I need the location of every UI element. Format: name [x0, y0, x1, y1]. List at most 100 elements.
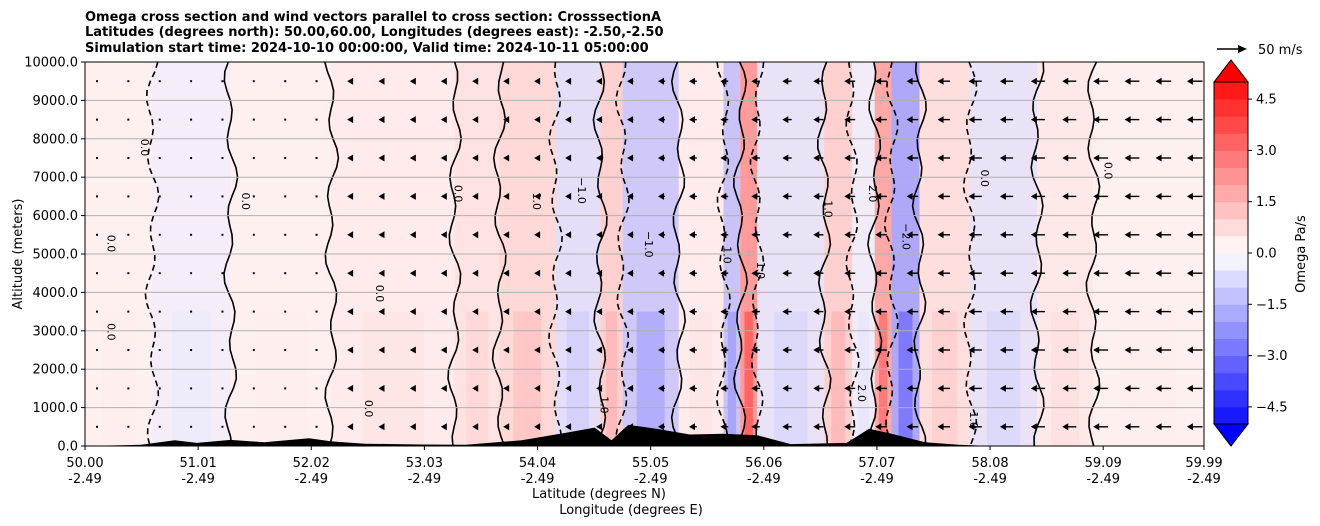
wind-vector: [96, 387, 98, 390]
wind-vector: [284, 118, 287, 121]
wind-vector: [1093, 423, 1109, 431]
wind-vector: [284, 80, 287, 83]
wind-vector: [968, 346, 982, 354]
omega-band-core: [744, 311, 753, 446]
wind-vector: [689, 192, 697, 200]
wind-vector: [906, 116, 919, 124]
wind-vector: [1030, 269, 1045, 277]
colorbar-tick-label: −3.0: [1256, 349, 1288, 364]
contour-line: [614, 62, 630, 446]
wind-vector: [844, 269, 856, 277]
contour-label: 1.0: [597, 396, 610, 414]
colorbar: −4.5 −3.0 −1.5 0.0 1.5 3.0 4.5: [1212, 59, 1288, 447]
wind-vector: [440, 269, 447, 277]
wind-vector: [472, 346, 479, 354]
y-tick-label: 9000.0: [33, 94, 79, 109]
omega-band-core: [171, 311, 212, 446]
wind-vector: [534, 423, 541, 431]
colorbar-level: [1214, 406, 1248, 425]
wind-vector: [782, 77, 792, 85]
wind-vector: [190, 233, 193, 236]
contour-labels: 0.0 0.0 0.0 0.0 0.0 1.0 −1.0 −1.0 1.0 1.0 1.0 2.0 −2…: [104, 139, 1114, 429]
colorbar-tick-label: 0.0: [1256, 247, 1277, 262]
wind-vector: [252, 233, 255, 236]
x-tick-label-lon: -2.49: [294, 472, 328, 487]
wind-vector: [158, 157, 161, 159]
y-axis: 0.0 1000.0 2000.0 3000.0 4000.0 5000.0 6000.0 7…: [24, 56, 85, 455]
wind-vector: [999, 423, 1014, 431]
wind-vector: [503, 308, 510, 316]
wind-vector: [875, 231, 887, 239]
contour-line: [749, 62, 765, 446]
wind-vector: [844, 154, 856, 162]
wind-vector: [252, 310, 255, 313]
wind-vector: [565, 154, 572, 162]
contour-label: 0.0: [362, 400, 375, 418]
wind-vector: [534, 346, 541, 354]
wind-vector: [284, 387, 287, 390]
wind-vector: [968, 231, 982, 239]
wind-vector: [221, 272, 224, 275]
y-tick-label: 8000.0: [33, 132, 79, 147]
wind-vector: [1155, 77, 1172, 85]
wind-vector: [751, 384, 760, 392]
wind-vector: [689, 423, 697, 431]
wind-vector: [782, 192, 792, 200]
wind-vector: [937, 231, 951, 239]
wind-vector: [658, 116, 666, 124]
wind-vector: [1093, 154, 1109, 162]
wind-vector: [158, 310, 161, 313]
wind-vector: [284, 310, 287, 313]
contour-label: 0.0: [239, 193, 252, 211]
x-tick-label-lon: -2.49: [408, 472, 442, 487]
omega-band-core: [1051, 311, 1080, 446]
x-axis-label-lat: Latitude (degrees N): [532, 487, 666, 502]
wind-vector: [1186, 154, 1203, 162]
x-tick-label-lat: 55.05: [632, 456, 669, 471]
wind-vector: [596, 346, 603, 354]
wind-vector: [751, 346, 760, 354]
wind-vector: [440, 192, 447, 200]
x-tick-label-lat: 52.02: [293, 456, 330, 471]
wind-vector: [658, 384, 666, 392]
wind-vector: [937, 192, 951, 200]
wind-vector: [906, 192, 919, 200]
gridlines: [85, 62, 1204, 446]
colorbar-level: [1214, 389, 1248, 408]
wind-vector: [127, 310, 130, 313]
wind-vector: [999, 308, 1014, 316]
wind-vector: [875, 308, 887, 316]
x-axis-label-lon: Longitude (degrees E): [559, 503, 703, 518]
colorbar-tick-label: 3.0: [1256, 144, 1277, 159]
wind-vector: [813, 269, 824, 277]
x-tick-label-lon: -2.49: [68, 472, 102, 487]
wind-vector: [844, 116, 856, 124]
contour-label: 1.0: [530, 193, 543, 211]
omega-band-core: [831, 311, 846, 446]
wind-vector: [409, 231, 416, 239]
wind-vector: [1124, 308, 1140, 316]
wind-vector: [503, 269, 510, 277]
wind-vector: [1124, 77, 1140, 85]
wind-vector: [472, 269, 479, 277]
wind-vector: [1186, 384, 1203, 392]
wind-vector: [221, 425, 224, 428]
wind-vector: [440, 116, 447, 124]
wind-vector: [315, 118, 318, 121]
wind-vector: [875, 346, 887, 354]
wind-vector: [658, 154, 666, 162]
wind-vector: [96, 310, 98, 313]
wind-vector: [503, 116, 510, 124]
wind-vector: [347, 423, 354, 431]
omega-band-core: [986, 311, 1021, 446]
x-tick-label-lat: 54.04: [519, 456, 556, 471]
x-tick-label-lat: 59.99: [1185, 456, 1222, 471]
wind-vector: [844, 423, 856, 431]
wind-vector: [689, 154, 697, 162]
wind-vector: [565, 192, 572, 200]
wind-vector: [158, 233, 161, 236]
wind-vector: [347, 269, 354, 277]
wind-vector: [720, 231, 729, 239]
omega-band-core: [605, 311, 618, 446]
wind-vector: [472, 308, 479, 316]
